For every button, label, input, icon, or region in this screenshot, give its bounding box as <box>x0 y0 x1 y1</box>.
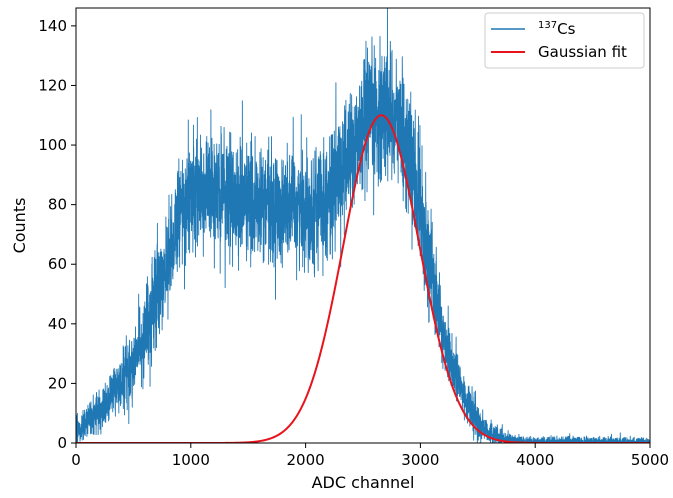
y-tick-label: 0 <box>57 434 67 452</box>
legend-label-cs137: 137Cs <box>538 20 576 38</box>
y-tick-label: 60 <box>48 255 67 273</box>
legend-superscript: 137 <box>538 20 557 31</box>
y-tick-label: 100 <box>38 136 67 154</box>
x-tick-label: 2000 <box>287 451 325 469</box>
series-line-cs137 <box>76 8 650 443</box>
y-tick-label: 40 <box>48 315 67 333</box>
y-axis-label: Counts <box>10 198 29 254</box>
legend-base: Cs <box>557 20 575 38</box>
legend-box <box>484 12 645 69</box>
x-tick-label: 3000 <box>401 451 439 469</box>
y-tick-label: 80 <box>48 196 67 214</box>
x-tick-label: 4000 <box>516 451 554 469</box>
plot-frame <box>75 7 651 444</box>
x-tick-label: 5000 <box>631 451 669 469</box>
legend-label-gaussian-fit: Gaussian fit <box>538 43 627 61</box>
x-tick-label: 1000 <box>172 451 210 469</box>
y-axis-ticks: 0 20 40 60 80 100 120 140 <box>38 17 76 452</box>
x-tick-label: 0 <box>71 451 81 469</box>
legend: 137Cs Gaussian fit <box>484 12 645 69</box>
y-tick-label: 140 <box>38 17 67 35</box>
y-tick-label: 120 <box>38 76 67 94</box>
y-tick-label: 20 <box>48 374 67 392</box>
x-axis-label: ADC channel <box>312 473 415 492</box>
plot-area <box>76 8 650 443</box>
x-axis-ticks: 0 1000 2000 3000 4000 5000 <box>71 443 669 469</box>
